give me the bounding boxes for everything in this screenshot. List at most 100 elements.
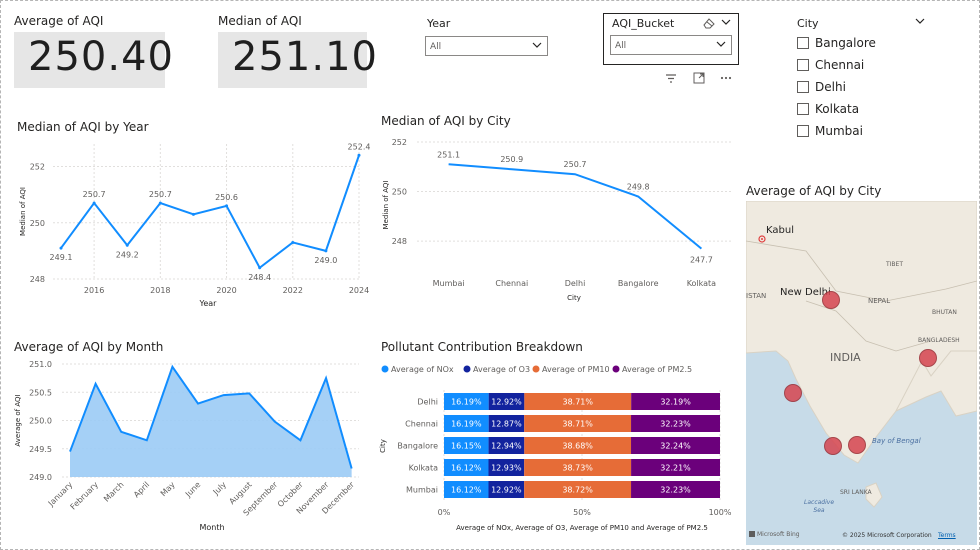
data-point — [125, 243, 129, 247]
city-option-bangalore[interactable]: Bangalore — [797, 36, 876, 50]
map-bubble-bangalore[interactable] — [824, 437, 842, 455]
y-tick-label: 249.5 — [29, 445, 52, 454]
avg-aqi-card[interactable] — [14, 32, 165, 88]
aqi-bucket-slicer[interactable]: AQI_Bucket All — [603, 13, 739, 65]
y-axis-title: Average of AQI — [14, 394, 22, 446]
bar-segment — [631, 481, 720, 498]
y-tick-label: Kolkata — [409, 464, 438, 473]
city-option-kolkata[interactable]: Kolkata — [797, 102, 859, 116]
city-option-label: Chennai — [815, 58, 865, 72]
data-label: 249.8 — [627, 183, 650, 192]
chevron-down-icon — [532, 42, 542, 48]
x-tick-label: 2016 — [84, 286, 104, 295]
map-label-bangladesh: BANGLADESH — [918, 337, 960, 344]
map-bubble-delhi[interactable] — [822, 291, 840, 309]
city-option-mumbai[interactable]: Mumbai — [797, 124, 863, 138]
chevron-down-icon — [716, 41, 726, 47]
pollutant-chart-title: Pollutant Contribution Breakdown — [381, 340, 583, 354]
x-tick-label: Delhi — [565, 279, 586, 288]
y-tick-label: Mumbai — [406, 486, 438, 495]
series-line — [69, 364, 353, 469]
focus-mode-icon[interactable] — [693, 72, 705, 84]
data-label: 252.4 — [348, 142, 371, 151]
map-label-bhutan: BHUTAN — [932, 309, 957, 316]
legend-label: Average of NOx — [391, 365, 454, 374]
data-point — [324, 249, 328, 253]
bucket-dropdown[interactable]: All — [610, 35, 732, 55]
data-label: 248.4 — [248, 273, 271, 282]
eraser-icon[interactable] — [702, 17, 716, 29]
filter-icon[interactable] — [665, 73, 677, 84]
x-tick-label: February — [69, 480, 101, 512]
pollutant-breakdown-chart[interactable]: Average of NOx Average of O3 Average of PM… — [377, 356, 739, 536]
median-aqi-card[interactable] — [218, 32, 367, 88]
checkbox[interactable] — [797, 59, 809, 71]
chevron-down-icon[interactable] — [915, 16, 925, 26]
data-label: 16.19% — [451, 420, 482, 429]
data-label: 249.1 — [50, 253, 73, 262]
data-point — [59, 246, 63, 250]
data-label: 32.19% — [660, 398, 691, 407]
median-by-city-chart[interactable]: 248 250 252 251.1 Mumbai 250.9 Chennai 250.7 Del… — [377, 129, 735, 304]
year-dropdown-value: All — [430, 42, 442, 52]
median-by-year-chart[interactable]: 248 250 252 2016 2018 2020 2022 2024 249.1 250.7 2… — [11, 136, 371, 311]
x-tick-label: 2018 — [150, 286, 170, 295]
checkbox[interactable] — [797, 37, 809, 49]
x-tick-label: 2022 — [283, 286, 303, 295]
data-label: 12.92% — [491, 398, 522, 407]
y-tick-label: Bangalore — [397, 442, 438, 451]
year-dropdown[interactable]: All — [425, 36, 548, 56]
data-label: 16.12% — [451, 486, 482, 495]
map-copyright: © 2025 Microsoft Corporation — [842, 532, 932, 539]
map-bubble-chennai[interactable] — [848, 436, 866, 454]
data-label: 32.23% — [660, 420, 691, 429]
data-point — [258, 266, 262, 270]
map-label-bay-of-bengal: Bay of Bengal — [872, 437, 921, 445]
data-label: 12.93% — [491, 464, 522, 473]
legend-marker — [381, 365, 389, 373]
more-options-icon[interactable] — [720, 76, 732, 80]
y-tick-label: 248 — [30, 275, 45, 284]
x-tick-label: March — [102, 480, 126, 504]
x-tick-label: April — [132, 480, 151, 499]
checkbox[interactable] — [797, 103, 809, 115]
y-tick-label: 252 — [30, 163, 45, 172]
map-bubble-mumbai[interactable] — [784, 384, 802, 402]
bar-segment — [444, 481, 489, 498]
avg-by-month-chart[interactable]: 249.0249.5250.0250.5251.0JanuaryFebruary… — [9, 356, 367, 536]
data-label: 250.7 — [149, 190, 172, 199]
bar-segment — [631, 437, 720, 454]
data-label: 16.19% — [451, 398, 482, 407]
data-point — [357, 153, 361, 157]
bar-segment — [524, 459, 632, 476]
chevron-down-icon[interactable] — [721, 17, 731, 27]
data-label: 32.24% — [660, 442, 691, 451]
city-option-delhi[interactable]: Delhi — [797, 80, 846, 94]
data-label: 12.94% — [491, 442, 522, 451]
x-axis-title: Month — [199, 523, 224, 532]
bar-segment — [488, 393, 525, 410]
map-title: Average of AQI by City — [746, 184, 882, 198]
checkbox[interactable] — [797, 81, 809, 93]
data-label: 16.12% — [451, 464, 482, 473]
map-terms-link[interactable]: Terms — [938, 532, 956, 539]
city-bubble-map[interactable]: Kabul New Delhi TIBET NEPAL BHUTAN BANGLADESH… — [746, 201, 977, 545]
x-tick-label: Chennai — [495, 279, 528, 288]
x-tick-label: 100% — [709, 508, 732, 517]
map-bubble-kolkata[interactable] — [919, 349, 937, 367]
data-label: 247.7 — [690, 256, 713, 265]
median-aqi-label: Median of AQI — [218, 14, 302, 28]
series-area — [70, 366, 352, 477]
data-label: 249.2 — [116, 250, 139, 259]
city-option-label: Delhi — [815, 80, 846, 94]
checkbox[interactable] — [797, 125, 809, 137]
y-axis-title: City — [379, 439, 387, 453]
avg-aqi-label: Average of AQI — [14, 14, 104, 28]
bar-segment — [524, 393, 632, 410]
x-tick-label: 50% — [573, 508, 591, 517]
data-label: 250.9 — [500, 155, 523, 164]
y-tick-label: 252 — [392, 138, 407, 147]
city-chart-title: Median of AQI by City — [381, 114, 511, 128]
city-option-chennai[interactable]: Chennai — [797, 58, 864, 72]
median-aqi-value: 251.10 — [232, 34, 378, 80]
